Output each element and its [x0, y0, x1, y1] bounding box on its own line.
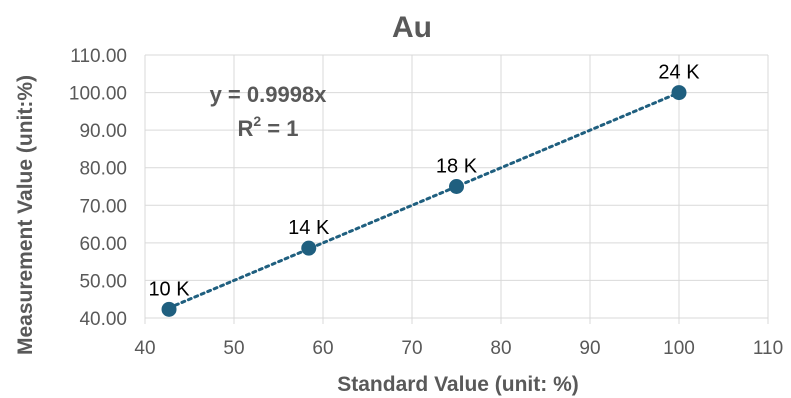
y-tick-label: 100.00: [69, 84, 127, 105]
y-tick-label: 70.00: [79, 196, 127, 217]
y-tick-label: 90.00: [79, 121, 127, 142]
data-point-label: 10 K: [148, 278, 190, 300]
chart-title: Au: [392, 11, 432, 44]
x-tick-label: 80: [490, 338, 511, 359]
x-tick-label: 60: [312, 338, 333, 359]
data-point: [161, 301, 177, 317]
data-point-label: 18 K: [436, 156, 478, 178]
data-points: [161, 85, 687, 317]
data-point: [449, 179, 464, 194]
r-squared: R2 = 1: [238, 113, 299, 141]
trendline-equation: y = 0.9998x: [210, 82, 328, 107]
x-tick-label: 50: [223, 338, 244, 359]
data-point-label: 14 K: [288, 217, 330, 239]
data-point: [671, 85, 687, 101]
point-labels: 10 K 14 K 18 K 24 K: [148, 62, 700, 301]
x-tick-label: 90: [579, 338, 600, 359]
x-tick-label: 100: [663, 338, 695, 359]
x-axis-title: Standard Value (unit: %): [337, 373, 579, 396]
trendline-layer: [167, 91, 681, 310]
gridlines: [144, 54, 769, 319]
axes: [144, 55, 769, 324]
tick-labels: 40.00 50.00 60.00 70.00 80.00 90.00 100.00 110.…: [69, 46, 783, 359]
trendline: [167, 91, 681, 310]
data-point-label: 24 K: [658, 62, 700, 84]
data-point: [301, 240, 317, 256]
x-tick-label: 110: [753, 338, 783, 359]
y-axis-title: Measurement Value (unit:%): [14, 75, 37, 355]
y-tick-label: 110.00: [70, 46, 127, 67]
y-tick-label: 40.00: [79, 309, 127, 330]
r-squared-suffix: = 1: [261, 116, 298, 141]
y-tick-label: 60.00: [79, 234, 127, 255]
r-squared-superscript: 2: [253, 113, 261, 129]
x-tick-label: 40: [134, 338, 155, 359]
y-tick-label: 80.00: [79, 159, 127, 180]
r-squared-prefix: R: [238, 116, 254, 141]
y-tick-label: 50.00: [79, 271, 127, 292]
x-tick-label: 70: [401, 338, 422, 359]
